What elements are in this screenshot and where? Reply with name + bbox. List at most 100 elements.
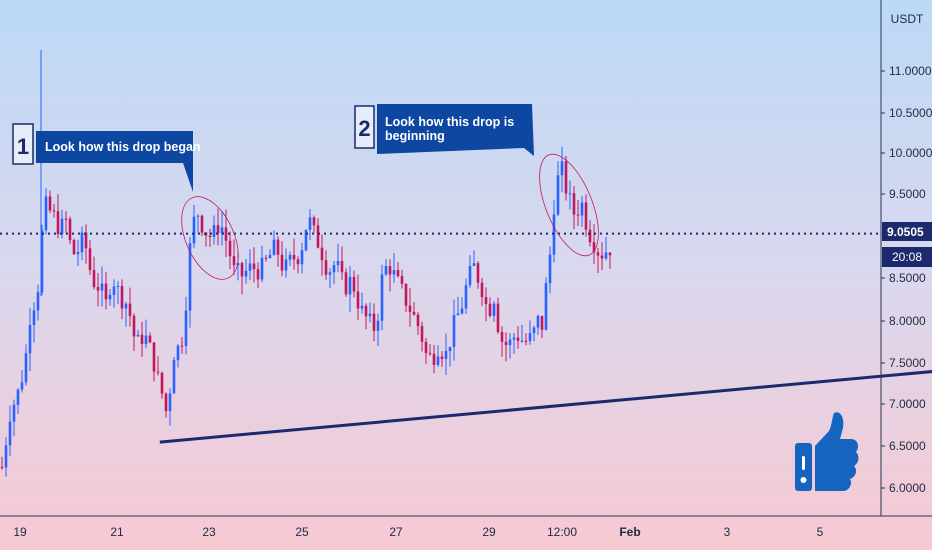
callout-2-number-box	[354, 105, 375, 149]
callout-2-bubble	[377, 104, 534, 156]
candle-body	[292, 254, 296, 260]
candle-body	[276, 239, 280, 255]
candle-body	[88, 248, 92, 271]
candle-body	[460, 308, 464, 314]
x-tick-label: Feb	[619, 525, 640, 539]
candle-body	[84, 232, 88, 249]
thumbs-up-icon	[795, 412, 859, 491]
candle-body	[516, 337, 520, 341]
candle-body	[316, 225, 320, 248]
candle-body	[124, 303, 128, 309]
candle-body	[156, 371, 160, 373]
highlight-ellipse-2	[539, 153, 599, 257]
candle-body	[408, 305, 412, 312]
candle-body	[388, 266, 392, 275]
candle-body	[476, 263, 480, 283]
candle-body	[80, 232, 84, 253]
candle-body	[308, 217, 312, 230]
x-tick-label: 27	[389, 525, 403, 539]
candle-body	[180, 345, 184, 347]
y-tick-label: 8.5000	[881, 271, 926, 285]
candle-body	[384, 266, 388, 275]
callout-1-bubble	[36, 131, 193, 192]
candle-body	[44, 196, 48, 231]
candle-body	[284, 259, 288, 271]
candle-body	[164, 393, 168, 412]
candle-body	[576, 214, 580, 216]
candle-body	[608, 252, 612, 256]
candle-body	[428, 353, 432, 355]
candle-body	[432, 353, 436, 365]
candle-body	[152, 342, 156, 372]
candle-body	[376, 320, 380, 331]
x-axis-ticks: 19 21 23 25 27 29 12:00 Feb 3 5	[13, 525, 823, 539]
y-tick-label: 8.0000	[881, 314, 926, 328]
candle-body	[520, 340, 524, 342]
candle-body	[468, 265, 472, 286]
candle-body	[236, 263, 240, 266]
y-tick-label: 9.5000	[881, 187, 926, 201]
candle-body	[60, 218, 64, 235]
candle-body	[360, 305, 364, 309]
y-tick-label: 11.0000	[881, 64, 932, 78]
x-tick-label: 3	[724, 525, 731, 539]
candle-body	[168, 393, 172, 412]
candle-body	[92, 270, 96, 288]
candle-body	[588, 229, 592, 243]
y-tick-label: 6.0000	[881, 481, 926, 495]
candle-body	[512, 337, 516, 340]
candle-body	[248, 263, 252, 271]
candle-body	[564, 161, 568, 194]
candle-body	[504, 341, 508, 345]
candle-body	[196, 215, 200, 217]
candle-body	[496, 303, 500, 333]
callout-2: 2 Look how this drop is beginning	[354, 104, 534, 156]
candle-body	[480, 282, 484, 298]
quote-unit-label: USDT	[891, 12, 924, 26]
callout-2-text-line-1: Look how this drop is	[385, 115, 514, 129]
candle-body	[280, 254, 284, 271]
candle-body	[216, 225, 220, 234]
candle-body	[188, 243, 192, 311]
y-tick-label: 7.5000	[881, 356, 926, 370]
candle-body	[556, 175, 560, 215]
candle-body	[52, 210, 56, 212]
candle-body	[524, 340, 528, 342]
current-price-badge: 9.0505	[882, 222, 932, 241]
candle-body	[424, 341, 428, 354]
candle-body	[492, 303, 496, 316]
candle-body	[136, 334, 140, 337]
svg-text:7.5000: 7.5000	[889, 356, 926, 370]
candle-body	[300, 250, 304, 265]
candle-body	[364, 305, 368, 317]
candle-body	[192, 216, 196, 244]
candle-body	[304, 229, 308, 251]
callout-1-text: Look how this drop began	[45, 140, 201, 154]
candle-body	[580, 202, 584, 216]
callout-2-text-line-2: beginning	[385, 129, 445, 143]
candle-body	[356, 291, 360, 309]
candle-body	[40, 230, 44, 293]
candle-body	[296, 259, 300, 265]
candle-body	[268, 254, 272, 259]
candle-body	[72, 240, 76, 255]
svg-text:11.0000: 11.0000	[889, 64, 932, 78]
svg-text:6.0000: 6.0000	[889, 481, 926, 495]
candle-body	[36, 292, 40, 311]
callout-1-number: 1	[17, 134, 29, 159]
y-axis-ticks: 11.0000 10.5000 10.0000 9.5000 8.5000 8.…	[881, 64, 932, 495]
candle-body	[404, 283, 408, 306]
candle-body	[288, 254, 292, 260]
y-tick-label: 6.5000	[881, 439, 926, 453]
candle-body	[212, 225, 216, 237]
candle-body	[448, 346, 452, 352]
candle-body	[368, 313, 372, 317]
candle-body	[400, 276, 404, 284]
callout-1-number-box	[12, 123, 34, 165]
candle-body	[184, 310, 188, 347]
candle-body	[456, 313, 460, 316]
candle-body	[340, 261, 344, 273]
candle-body	[260, 257, 264, 280]
candle-body	[232, 256, 236, 266]
candle-body	[568, 193, 572, 195]
